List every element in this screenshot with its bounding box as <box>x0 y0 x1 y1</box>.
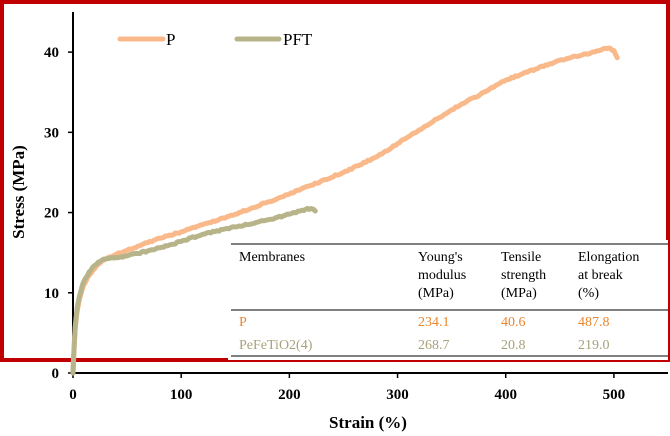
table-header-cell: Tensile <box>501 250 541 265</box>
x-tick-label: 300 <box>386 387 409 403</box>
y-tick-label: 30 <box>44 125 59 141</box>
legend-label-p: P <box>166 30 175 49</box>
legend: P PFT <box>117 30 313 49</box>
table-cells: Membranes Young's modulus (MPa) Tensile stren… <box>239 250 639 353</box>
y-tick-label: 10 <box>44 286 59 302</box>
x-tick-label: 100 <box>170 387 193 403</box>
y-tick-label: 20 <box>44 206 59 222</box>
legend-label-pft: PFT <box>283 30 313 49</box>
x-axis-title: Strain (%) <box>329 413 407 432</box>
x-tick-label: 200 <box>278 387 301 403</box>
table-cell: 20.8 <box>501 338 526 353</box>
table-header-cell: (%) <box>578 286 599 301</box>
series-line-p <box>70 45 620 376</box>
ticks-layer: 0 100 200 300 400 500 0 10 20 30 40 <box>44 45 625 403</box>
table-cell: PeFeTiO2(4) <box>239 338 313 353</box>
table-background <box>228 240 668 360</box>
table-header-cell: Young's <box>418 250 463 265</box>
table-header-cell: strength <box>501 268 546 283</box>
table-header-cell: Elongation <box>578 250 639 265</box>
table-cell: 234.1 <box>418 315 450 330</box>
table-header-cell: Membranes <box>239 250 305 265</box>
table-cell: 268.7 <box>418 338 450 353</box>
properties-table: Membranes Young's modulus (MPa) Tensile stren… <box>228 240 668 360</box>
y-tick-label: 0 <box>52 366 60 382</box>
x-tick-label: 0 <box>69 387 77 403</box>
x-tick-label: 500 <box>603 387 626 403</box>
table-cell: 40.6 <box>501 315 526 330</box>
table-cell: 219.0 <box>578 338 610 353</box>
series-layer <box>70 45 620 376</box>
y-tick-label: 40 <box>44 45 59 61</box>
series-line-pft <box>70 205 318 376</box>
table-header-cell: (MPa) <box>418 286 454 301</box>
table-header-cell: (MPa) <box>501 286 537 301</box>
table-cell: P <box>239 315 247 330</box>
table-cell: 487.8 <box>578 315 610 330</box>
y-axis-title: Stress (MPa) <box>9 145 28 239</box>
x-tick-label: 400 <box>494 387 517 403</box>
table-header-cell: at break <box>578 268 623 283</box>
table-header-cell: modulus <box>418 268 466 283</box>
